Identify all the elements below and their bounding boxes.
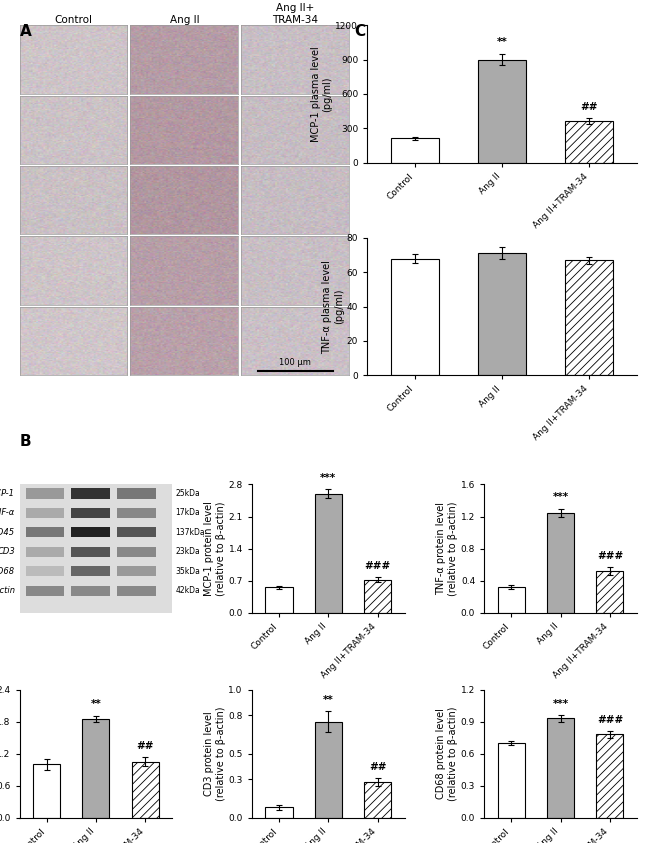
Y-axis label: MCP-1 protein level
(relative to β-actin): MCP-1 protein level (relative to β-actin… [204,501,226,596]
Text: ###: ### [597,715,623,725]
Bar [117,566,155,577]
Text: 25kDa: 25kDa [176,489,200,498]
Text: A: A [20,24,31,39]
Text: 137kDa: 137kDa [176,528,205,537]
Bar [315,722,342,818]
Text: CD68: CD68 [0,566,15,576]
Bar [25,566,64,577]
Bar [83,719,109,818]
Title: Control: Control [55,14,92,24]
Bar [33,765,60,818]
Bar [566,260,613,375]
Bar [25,527,64,538]
Text: 17kDa: 17kDa [176,508,200,518]
Y-axis label: MCP-1 plasma level
(pg/ml): MCP-1 plasma level (pg/ml) [311,46,333,142]
Text: ##: ## [369,761,386,771]
Bar [25,586,64,596]
Text: **: ** [323,695,333,705]
Bar [72,507,110,518]
Text: CD45: CD45 [0,528,15,537]
Bar [132,761,159,818]
Bar [478,60,526,163]
Bar [478,254,526,375]
Text: TNF-α: TNF-α [0,508,15,518]
Bar [117,546,155,557]
Text: ###: ### [597,550,623,561]
Y-axis label: TNF-α plasma level
(pg/ml): TNF-α plasma level (pg/ml) [322,260,344,353]
Text: ##: ## [580,102,598,111]
Text: ###: ### [365,561,391,571]
Text: ***: *** [552,492,569,502]
Bar [25,488,64,498]
Text: **: ** [90,700,101,709]
Text: 42kDa: 42kDa [176,586,200,595]
Bar [72,546,110,557]
Text: MCP-1: MCP-1 [0,489,15,498]
Bar [498,587,525,613]
Title: Ang II: Ang II [170,14,199,24]
Text: β-actin: β-actin [0,586,15,595]
Text: ***: *** [320,473,336,483]
Bar [566,121,613,163]
Bar [498,743,525,818]
Text: CD3: CD3 [0,547,15,556]
Bar [72,586,110,596]
Bar [117,507,155,518]
Text: B: B [20,434,31,449]
Y-axis label: TNF-α protein level
(relative to β-actin): TNF-α protein level (relative to β-actin… [436,502,458,596]
Text: C: C [354,24,365,39]
Bar [596,571,623,613]
Bar [596,734,623,818]
Y-axis label: CD68 protein level
(relative to β-actin): CD68 protein level (relative to β-actin) [436,706,458,801]
Bar [265,588,292,613]
Text: ##: ## [136,741,154,751]
Bar [265,808,292,818]
Bar [25,507,64,518]
Bar [117,488,155,498]
Text: 35kDa: 35kDa [176,566,200,576]
Bar [364,580,391,613]
Bar [547,718,574,818]
Bar [547,513,574,613]
Text: 23kDa: 23kDa [176,547,200,556]
Bar [72,566,110,577]
Title: Ang II+
TRAM-34: Ang II+ TRAM-34 [272,3,318,24]
Bar [364,781,391,818]
Bar [391,138,439,163]
Bar [117,527,155,538]
Bar [315,494,342,613]
Text: ***: *** [552,699,569,709]
Bar [72,488,110,498]
Bar [25,546,64,557]
Text: **: ** [497,37,508,47]
Y-axis label: CD3 protein level
(relative to β-actin): CD3 protein level (relative to β-actin) [204,706,226,801]
Bar [117,586,155,596]
Bar [72,527,110,538]
Text: 100 μm: 100 μm [280,358,311,367]
Bar [391,259,439,375]
